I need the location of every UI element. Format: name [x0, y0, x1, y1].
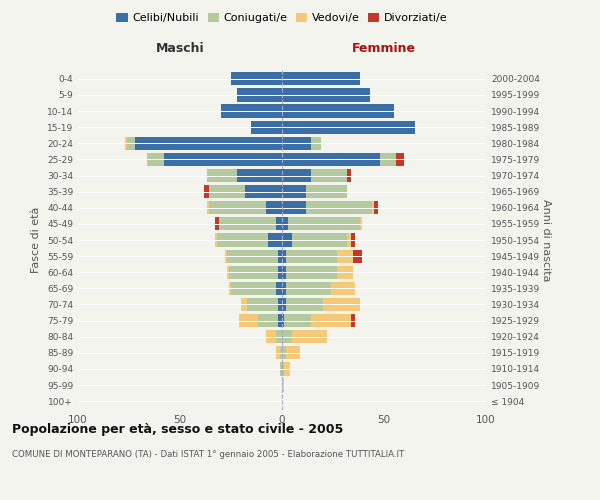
Bar — [280, 362, 282, 376]
Bar — [292, 330, 327, 344]
Bar — [278, 266, 282, 279]
Bar — [284, 362, 290, 376]
Bar — [307, 185, 347, 198]
Bar — [282, 185, 307, 198]
Bar — [239, 314, 257, 327]
Y-axis label: Anni di nascita: Anni di nascita — [541, 198, 551, 281]
Bar — [268, 234, 282, 246]
Bar — [337, 250, 353, 262]
Bar — [282, 266, 286, 279]
Bar — [247, 298, 278, 311]
Bar — [127, 136, 135, 150]
Bar — [284, 314, 311, 327]
Bar — [331, 282, 355, 295]
Bar — [164, 153, 282, 166]
Bar — [286, 250, 337, 262]
Bar — [266, 330, 276, 344]
Y-axis label: Fasce di età: Fasce di età — [31, 207, 41, 273]
Bar — [372, 201, 374, 214]
Bar — [229, 282, 231, 295]
Bar — [286, 282, 331, 295]
Bar — [282, 120, 415, 134]
Bar — [219, 218, 276, 230]
Bar — [205, 185, 209, 198]
Bar — [229, 266, 278, 279]
Bar — [282, 218, 288, 230]
Bar — [209, 201, 266, 214]
Bar — [282, 282, 286, 295]
Bar — [276, 218, 282, 230]
Bar — [359, 218, 362, 230]
Bar — [352, 314, 355, 327]
Text: Maschi: Maschi — [155, 42, 205, 54]
Bar — [209, 185, 245, 198]
Bar — [282, 378, 284, 392]
Bar — [282, 153, 380, 166]
Bar — [307, 201, 372, 214]
Legend: Celibi/Nubili, Coniugati/e, Vedovi/e, Divorziati/e: Celibi/Nubili, Coniugati/e, Vedovi/e, Di… — [114, 10, 450, 26]
Bar — [347, 234, 352, 246]
Text: Popolazione per età, sesso e stato civile - 2005: Popolazione per età, sesso e stato civil… — [12, 422, 343, 436]
Bar — [206, 201, 209, 214]
Bar — [374, 201, 378, 214]
Bar — [282, 72, 359, 86]
Bar — [215, 234, 217, 246]
Bar — [347, 169, 352, 182]
Bar — [337, 266, 353, 279]
Bar — [237, 169, 282, 182]
Bar — [292, 234, 347, 246]
Bar — [352, 234, 355, 246]
Bar — [217, 234, 268, 246]
Bar — [282, 330, 292, 344]
Bar — [282, 298, 286, 311]
Bar — [125, 136, 127, 150]
Bar — [227, 250, 278, 262]
Bar — [282, 362, 284, 376]
Bar — [282, 250, 286, 262]
Bar — [282, 169, 311, 182]
Bar — [323, 298, 359, 311]
Bar — [245, 185, 282, 198]
Bar — [396, 153, 404, 166]
Bar — [206, 169, 237, 182]
Text: Femmine: Femmine — [352, 42, 416, 54]
Bar — [282, 234, 292, 246]
Bar — [311, 136, 321, 150]
Bar — [237, 88, 282, 102]
Bar — [276, 330, 282, 344]
Bar — [288, 218, 359, 230]
Bar — [135, 136, 282, 150]
Bar — [241, 298, 247, 311]
Bar — [311, 169, 347, 182]
Bar — [286, 346, 301, 360]
Bar — [278, 298, 282, 311]
Bar — [286, 298, 323, 311]
Bar — [282, 88, 370, 102]
Bar — [148, 153, 164, 166]
Bar — [225, 250, 227, 262]
Bar — [251, 120, 282, 134]
Bar — [257, 314, 278, 327]
Bar — [278, 314, 282, 327]
Bar — [286, 266, 337, 279]
Bar — [282, 104, 394, 118]
Bar — [282, 346, 286, 360]
Text: COMUNE DI MONTEPARANO (TA) - Dati ISTAT 1° gennaio 2005 - Elaborazione TUTTITALI: COMUNE DI MONTEPARANO (TA) - Dati ISTAT … — [12, 450, 404, 459]
Bar — [276, 282, 282, 295]
Bar — [278, 250, 282, 262]
Bar — [231, 72, 282, 86]
Bar — [266, 201, 282, 214]
Bar — [282, 314, 284, 327]
Bar — [276, 346, 280, 360]
Bar — [280, 346, 282, 360]
Bar — [231, 282, 276, 295]
Bar — [221, 104, 282, 118]
Bar — [227, 266, 229, 279]
Bar — [282, 136, 311, 150]
Bar — [282, 201, 307, 214]
Bar — [215, 218, 219, 230]
Bar — [380, 153, 396, 166]
Bar — [353, 250, 362, 262]
Bar — [311, 314, 352, 327]
